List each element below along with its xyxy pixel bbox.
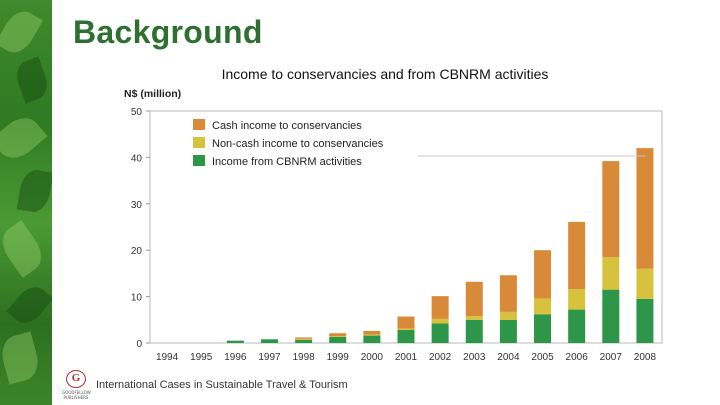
x-tick-label: 1999 <box>327 352 350 363</box>
legend-box <box>189 113 415 173</box>
bar-segment-1999-s1 <box>329 336 347 337</box>
bar-segment-2007-s2 <box>602 161 620 258</box>
x-tick-label: 2002 <box>429 352 452 363</box>
bar-segment-2003-s1 <box>465 316 483 320</box>
bar-segment-2002-s2 <box>431 296 449 319</box>
x-tick-label: 1994 <box>156 352 179 363</box>
bar-segment-1996-s0 <box>226 340 244 343</box>
bar-segment-1999-s0 <box>329 336 347 343</box>
y-tick-label: 50 <box>131 107 143 118</box>
legend-swatch <box>193 119 205 130</box>
bar-segment-2008-s1 <box>636 268 654 299</box>
legend-label: Non-cash income to conservancies <box>212 138 384 150</box>
bar-segment-2000-s0 <box>363 335 381 343</box>
bar-segment-2006-s1 <box>568 289 586 310</box>
x-tick-label: 2003 <box>463 352 486 363</box>
bar-segment-2008-s0 <box>636 298 654 343</box>
bar-segment-2002-s1 <box>431 318 449 324</box>
legend-swatch <box>193 155 205 166</box>
bar-segment-2005-s0 <box>534 314 552 343</box>
bar-segment-2003-s2 <box>465 281 483 317</box>
bar-segment-1998-s0 <box>295 339 313 343</box>
bar-segment-2004-s0 <box>499 319 517 343</box>
bar-segment-2004-s1 <box>499 311 517 320</box>
x-tick-label: 2007 <box>600 352 623 363</box>
bar-segment-1999-s2 <box>329 333 347 337</box>
bar-segment-2006-s2 <box>568 221 586 290</box>
y-tick-label: 40 <box>131 153 143 164</box>
bar-segment-2001-s2 <box>397 316 415 329</box>
x-tick-label: 2000 <box>361 352 384 363</box>
y-tick-label: 10 <box>131 293 143 304</box>
y-tick-label: 0 <box>136 339 142 350</box>
bar-segment-2001-s1 <box>397 328 415 331</box>
chart-title: Income to conservancies and from CBNRM a… <box>221 66 549 82</box>
bar-segment-1997-s0 <box>260 339 278 343</box>
bar-segment-1998-s1 <box>295 338 313 340</box>
bar-segment-2004-s2 <box>499 275 517 312</box>
x-tick-label: 2005 <box>531 352 554 363</box>
x-tick-label: 2004 <box>497 352 520 363</box>
publisher-logo-mark: G <box>66 370 86 388</box>
bar-segment-2007-s0 <box>602 289 620 343</box>
x-tick-label: 1997 <box>258 352 281 363</box>
y-tick-label: 20 <box>131 246 143 257</box>
bar-segment-2002-s0 <box>431 323 449 343</box>
x-tick-label: 1996 <box>224 352 247 363</box>
bar-segment-1998-s2 <box>295 337 313 339</box>
bar-segment-2003-s0 <box>465 319 483 343</box>
bar-segment-2006-s0 <box>568 309 586 343</box>
legend-swatch <box>193 137 205 148</box>
bar-segment-2005-s1 <box>534 298 552 315</box>
decorative-leaf-strip <box>0 0 52 405</box>
x-tick-label: 1995 <box>190 352 213 363</box>
legend-label: Income from CBNRM activities <box>212 156 362 168</box>
bar-segment-2000-s1 <box>363 334 381 336</box>
publisher-logo-text: GOODFELLOW PUBLISHERS <box>62 390 91 400</box>
y-axis-label: N$ (million) <box>124 88 181 100</box>
slide-title: Background <box>73 14 263 50</box>
bar-segment-2007-s1 <box>602 257 620 290</box>
footer-text: International Cases in Sustainable Trave… <box>96 379 348 391</box>
publisher-logo: G GOODFELLOW PUBLISHERS <box>62 370 91 402</box>
x-tick-label: 2008 <box>634 352 657 363</box>
bar-segment-2008-s2 <box>636 148 654 269</box>
bar-segment-2005-s2 <box>534 250 552 299</box>
x-tick-label: 1998 <box>292 352 315 363</box>
bar-segment-2001-s0 <box>397 330 415 343</box>
x-tick-label: 2001 <box>395 352 418 363</box>
x-tick-label: 2006 <box>566 352 589 363</box>
y-tick-label: 30 <box>131 200 143 211</box>
legend-label: Cash income to conservancies <box>212 120 362 132</box>
bar-segment-2000-s2 <box>363 330 381 335</box>
